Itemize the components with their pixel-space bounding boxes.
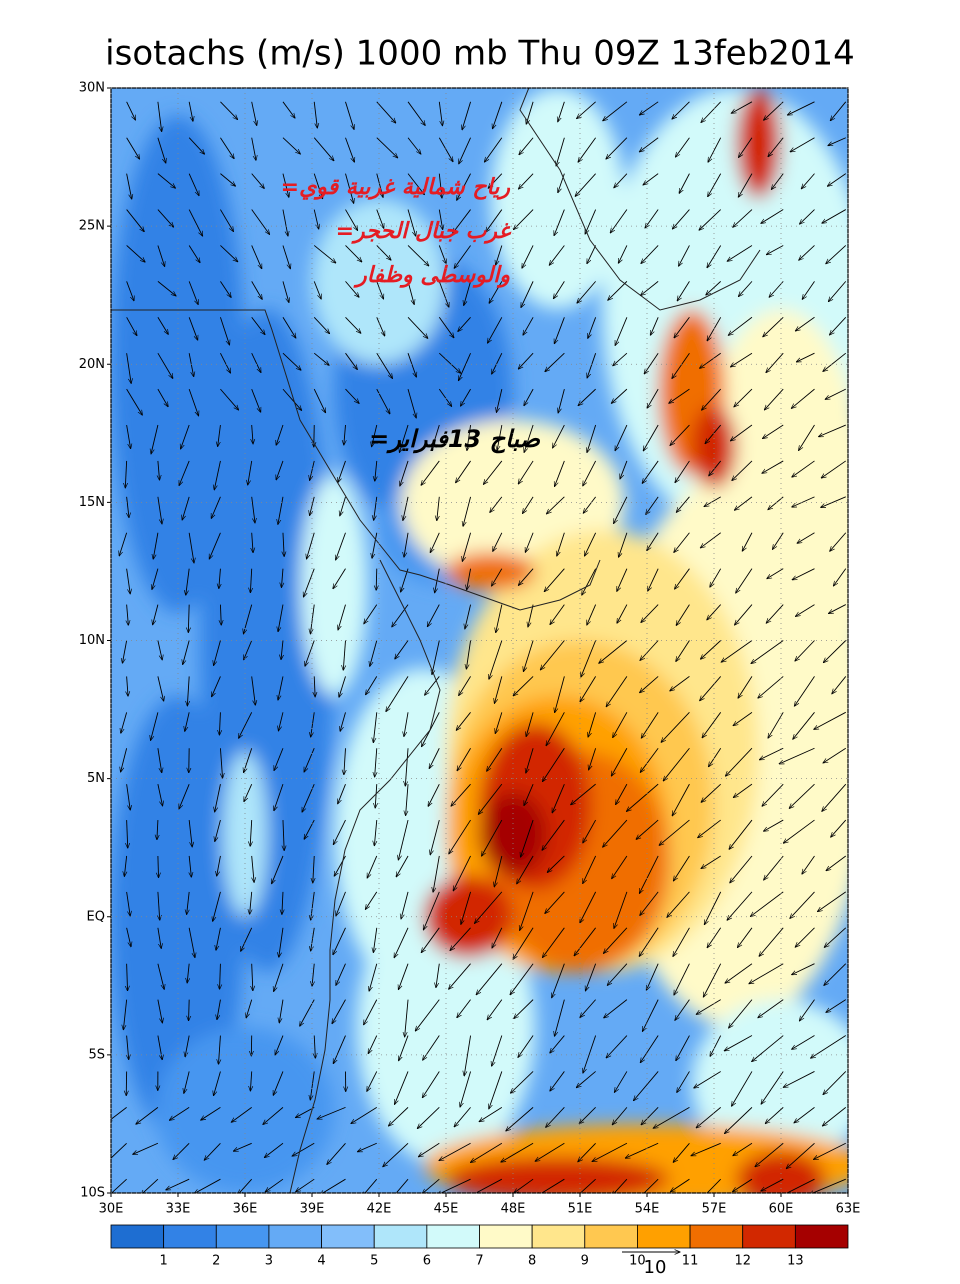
colorbar-swatch — [164, 1225, 217, 1248]
colorbar-swatch — [532, 1225, 585, 1248]
colorbar-label: 4 — [317, 1254, 325, 1269]
colorbar-swatch — [111, 1225, 164, 1248]
colorbar-label: 11 — [682, 1254, 699, 1269]
colorbar-swatch — [743, 1225, 796, 1248]
vector-reference: 10 — [644, 1257, 667, 1278]
colorbar-swatch — [269, 1225, 322, 1248]
colorbar-label: 9 — [581, 1254, 589, 1269]
lat-tick-label: 30N — [79, 81, 105, 96]
lon-tick-label: 57E — [702, 1202, 727, 1217]
colorbar-swatch — [637, 1225, 690, 1248]
field-blob — [736, 1152, 825, 1207]
lon-tick-label: 33E — [166, 1202, 191, 1217]
wind-vector — [189, 1000, 190, 1021]
lat-tick-label: 25N — [79, 219, 105, 234]
lon-tick-label: 30E — [99, 1202, 124, 1217]
lat-tick-label: 15N — [79, 495, 105, 510]
colorbar-label: 7 — [475, 1254, 483, 1269]
lat-tick-label: 5N — [87, 771, 105, 786]
lon-tick-label: 36E — [233, 1202, 258, 1217]
field-blob — [446, 552, 535, 591]
lat-tick-label: 10S — [80, 1186, 105, 1201]
annotation: والوسطى وظفار — [353, 263, 510, 288]
colorbar-label: 12 — [734, 1254, 751, 1269]
colorbar-label: 3 — [265, 1254, 273, 1269]
lat-tick-label: 20N — [79, 357, 105, 372]
colorbar-swatch — [690, 1225, 743, 1248]
field-blob — [424, 875, 513, 958]
annotation: صباح 13فبراير= — [369, 425, 540, 454]
colorbar-swatch — [427, 1225, 480, 1248]
colorbar-label: 1 — [160, 1254, 168, 1269]
field-blob — [446, 1157, 669, 1201]
colorbar-label: 13 — [787, 1254, 804, 1269]
title: isotachs (m/s) 1000 mb Thu 09Z 13feb2014 — [105, 34, 855, 74]
colorbar-swatch — [374, 1225, 427, 1248]
lon-tick-label: 63E — [836, 1202, 861, 1217]
colorbar-swatch — [216, 1225, 269, 1248]
colorbar-swatch — [322, 1225, 375, 1248]
lon-tick-label: 39E — [300, 1202, 325, 1217]
colorbar-label: 6 — [423, 1254, 431, 1269]
wind-vector — [158, 856, 159, 878]
lon-tick-label: 51E — [568, 1202, 593, 1217]
lon-tick-label: 45E — [434, 1202, 459, 1217]
lon-tick-label: 42E — [367, 1202, 392, 1217]
colorbar-swatch — [480, 1225, 533, 1248]
lon-tick-label: 48E — [501, 1202, 526, 1217]
colorbar-label: 2 — [212, 1254, 220, 1269]
colorbar-swatch — [585, 1225, 638, 1248]
lon-tick-label: 60E — [769, 1202, 794, 1217]
field-blob — [736, 88, 781, 199]
annotation: غرب جبال الحجر= — [336, 219, 512, 244]
lat-tick-label: EQ — [87, 909, 105, 924]
wind-vector — [376, 569, 377, 591]
field-blob — [301, 475, 368, 696]
colorbar-label: 5 — [370, 1254, 378, 1269]
colorbar-label: 8 — [528, 1254, 536, 1269]
lat-tick-label: 5S — [88, 1047, 105, 1062]
annotation: رياح شمالية غربية قوي= — [281, 175, 511, 200]
lat-tick-label: 10N — [79, 633, 105, 648]
colorbar-swatch — [795, 1225, 848, 1248]
lon-tick-label: 54E — [635, 1202, 660, 1217]
